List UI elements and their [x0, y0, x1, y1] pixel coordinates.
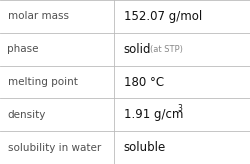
Text: melting point: melting point	[8, 77, 78, 87]
Text: soluble: soluble	[124, 141, 166, 154]
Text: density: density	[8, 110, 46, 120]
Text: 3: 3	[178, 104, 182, 113]
Text: 180 °C: 180 °C	[124, 75, 164, 89]
Text: phase: phase	[8, 44, 39, 54]
Text: 1.91 g/cm: 1.91 g/cm	[124, 108, 183, 121]
Text: (at STP): (at STP)	[150, 45, 183, 54]
Text: molar mass: molar mass	[8, 11, 68, 21]
Text: solubility in water: solubility in water	[8, 143, 101, 153]
Text: 152.07 g/mol: 152.07 g/mol	[124, 10, 202, 23]
Text: solid: solid	[124, 43, 151, 56]
